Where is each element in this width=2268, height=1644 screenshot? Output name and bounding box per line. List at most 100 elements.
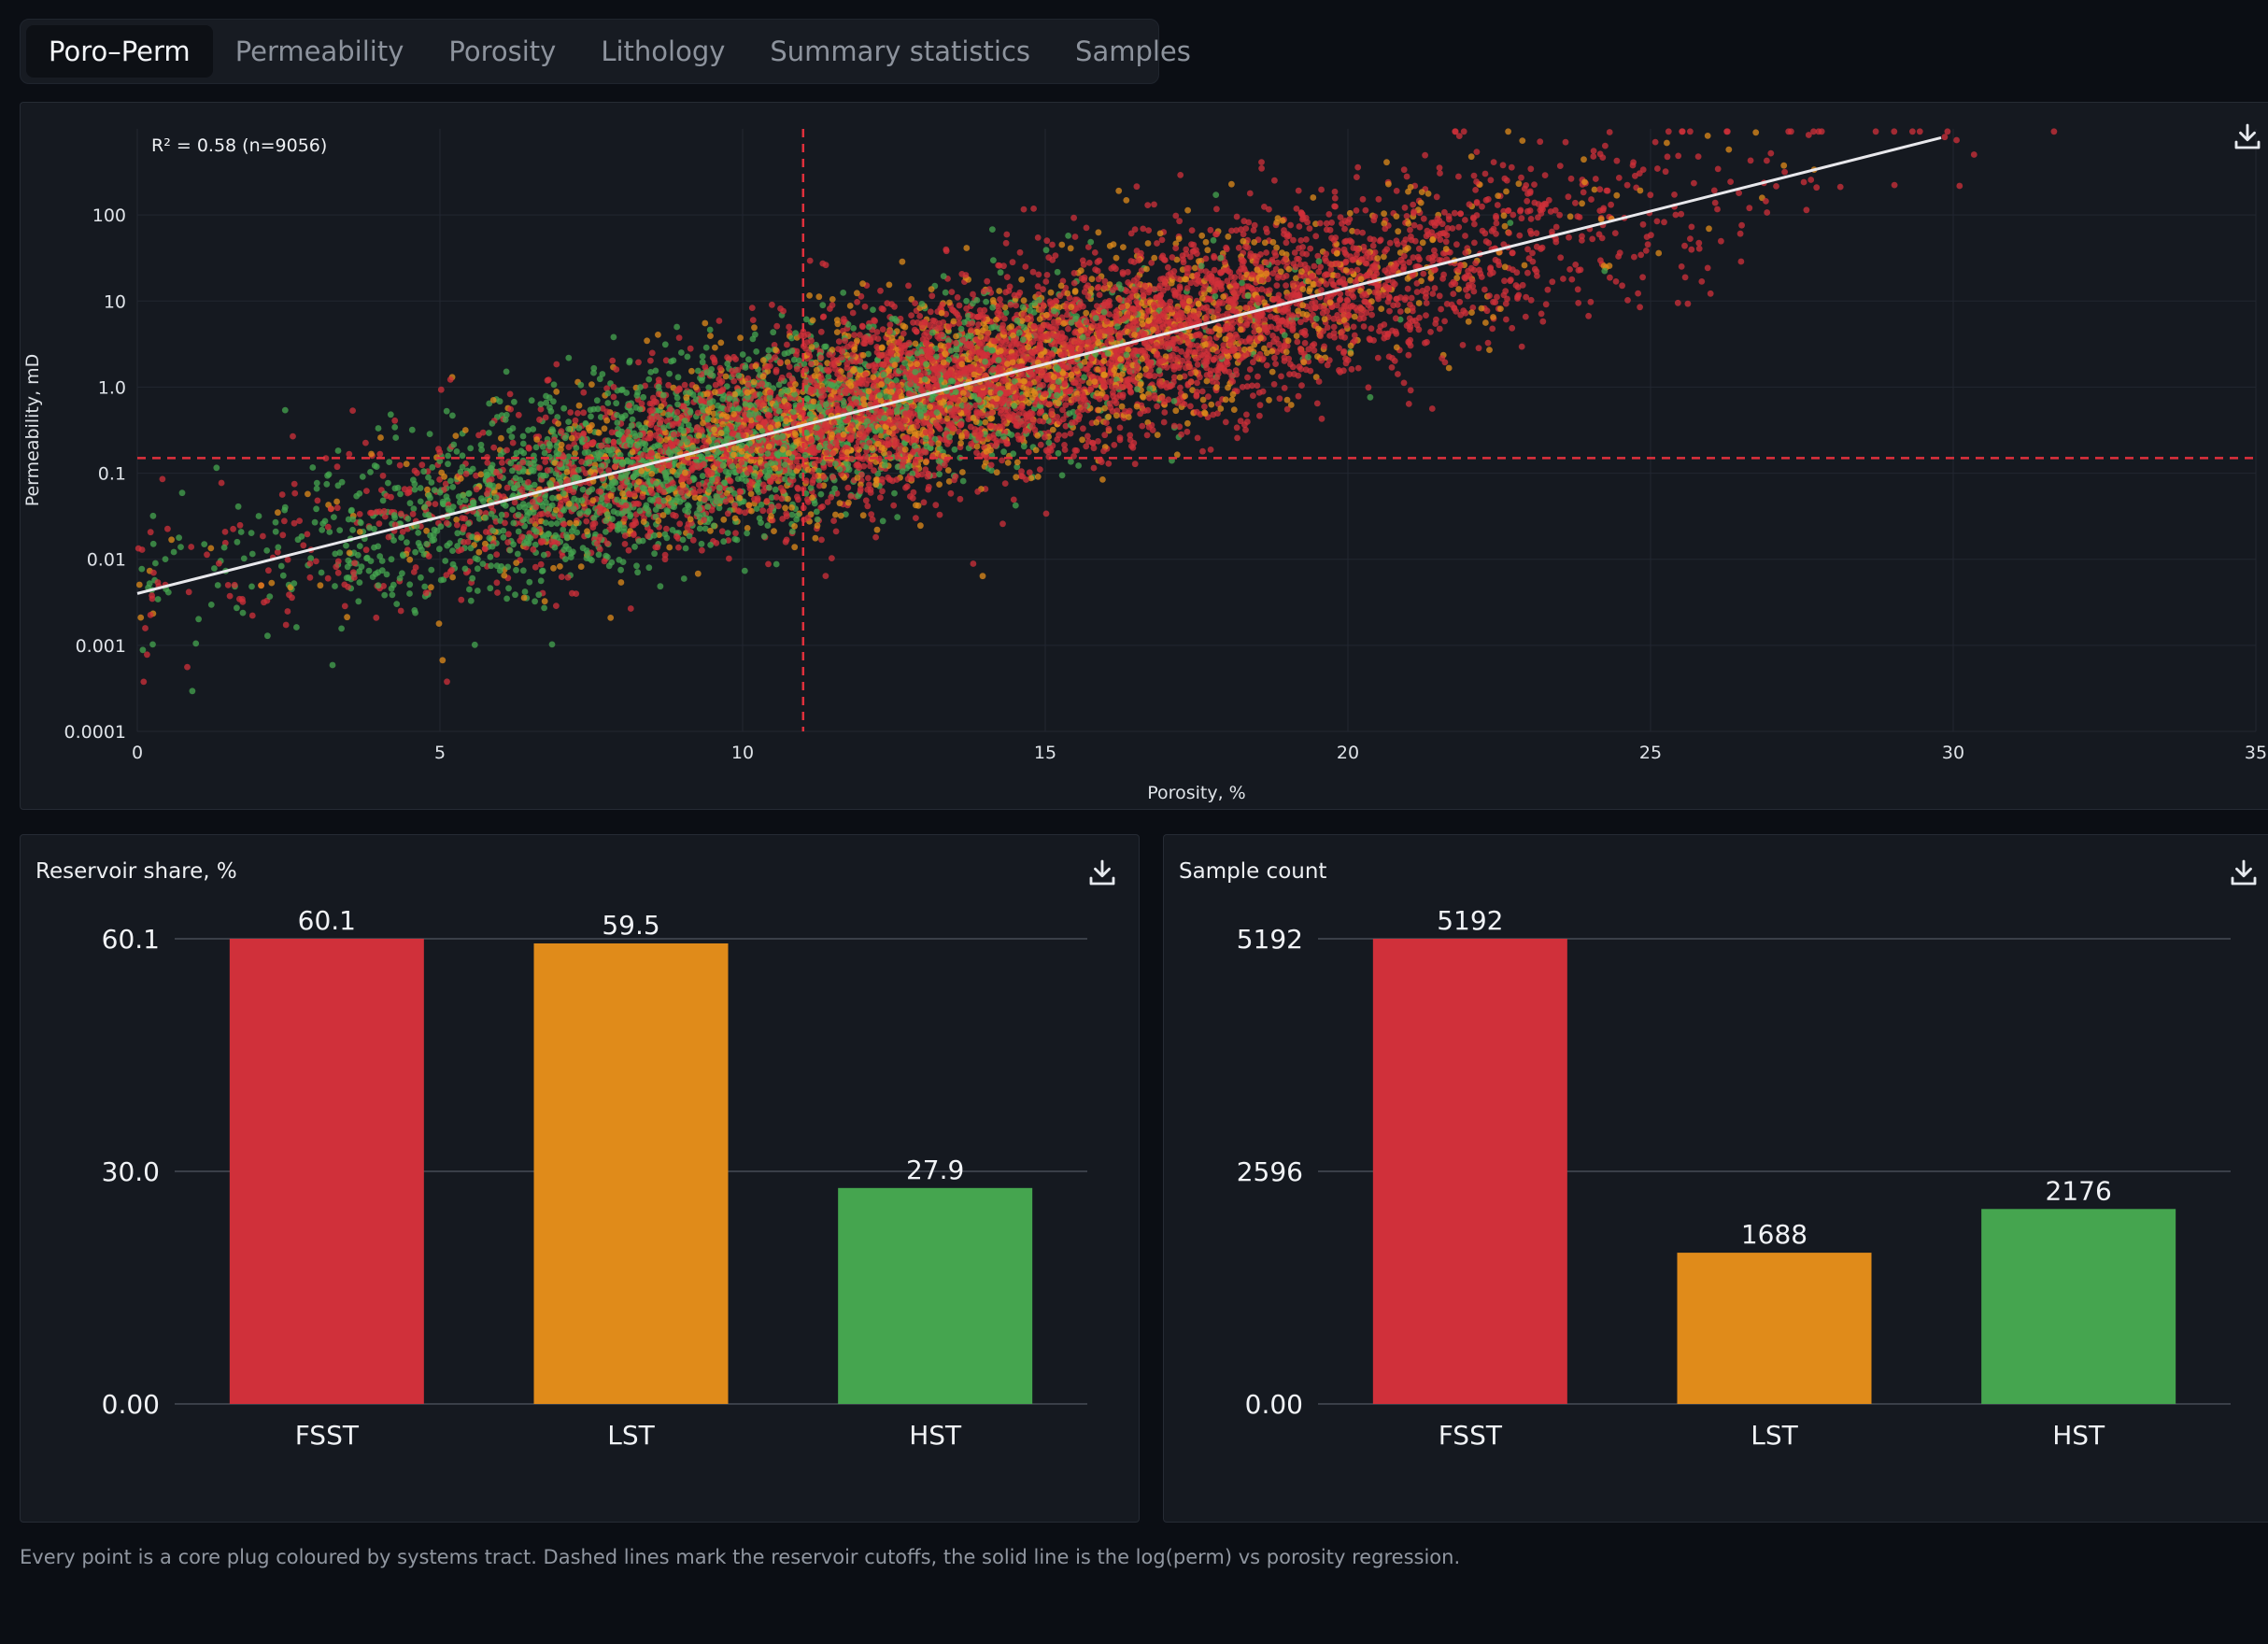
scatter-point-fsst [1067,430,1074,437]
scatter-point-hst [560,526,567,533]
scatter-point-fsst [525,445,532,452]
scatter-point-lst [1018,276,1025,283]
scatter-point-fsst [1303,236,1310,243]
scatter-point-fsst [1207,226,1214,234]
scatter-point-hst [214,582,221,588]
scatter-point-hst [514,550,521,558]
scatter-point-fsst [1415,326,1423,333]
scatter-point-hst [565,453,573,461]
scatter-point-hst [741,567,748,574]
scatter-point-fsst [864,503,872,510]
tab-permeability[interactable]: Permeability [234,35,404,67]
scatter-point-fsst [687,345,694,352]
scatter-point-fsst [948,289,956,295]
scatter-point-fsst [300,542,307,549]
scatter-point-fsst [716,318,723,324]
scatter-point-lst [1417,199,1425,206]
scatter-point-hst [562,556,569,562]
scatter-point-hst [332,583,338,589]
scatter-point-fsst [1427,329,1434,335]
scatter-point-hst [794,512,801,518]
scatter-point-fsst [1549,278,1556,286]
scatter-point-hst [942,289,949,296]
scatter-point-hst [594,405,602,413]
scatter-point-lst [1273,244,1280,251]
scatter-point-fsst [1810,128,1817,135]
scatter-point-fsst [1502,300,1510,307]
scatter-point-lst [575,402,583,409]
scatter-point-lst [1613,191,1621,199]
scatter-point-fsst [1440,271,1447,278]
scatter-point-lst [1566,213,1574,220]
scatter-point-hst [506,546,514,554]
tab-samples[interactable]: Samples [1075,35,1191,67]
scatter-point-fsst [1483,307,1491,315]
scatter-point-fsst [1359,229,1366,236]
scatter-point-hst [453,448,461,455]
scatter-point-fsst [818,395,825,402]
scatter-point-fsst [1133,183,1141,191]
scatter-point-fsst [1508,276,1514,283]
scatter-point-hst [513,566,519,574]
scatter-point-fsst [1048,410,1055,418]
scatter-point-fsst [1194,379,1200,387]
scatter-point-fsst [1575,300,1582,306]
scatter-point-fsst [1354,163,1362,171]
scatter-point-fsst [265,567,272,574]
scatter-point-fsst [1410,221,1418,229]
scatter-point-fsst [1281,385,1288,391]
tab-summary-statistics[interactable]: Summary statistics [770,35,1031,67]
scatter-point-fsst [1317,263,1325,271]
scatter-point-fsst [184,663,191,671]
tab-poro-perm[interactable]: Poro–Perm [26,25,213,78]
scatter-point-hst [207,602,215,608]
tab-porosity[interactable]: Porosity [448,35,557,67]
scatter-point-fsst [1380,291,1386,299]
scatter-point-fsst [854,299,860,305]
scatter-point-fsst [1687,235,1694,242]
scatter-point-hst [311,518,319,526]
scatter-point-fsst [1034,234,1042,241]
x-tick-label: 15 [1034,743,1056,763]
scatter-point-fsst [1274,259,1282,266]
tab-lithology[interactable]: Lithology [601,35,726,67]
scatter-point-fsst [1350,293,1357,301]
scatter-point-hst [604,400,612,406]
scatter-point-fsst [574,410,581,417]
scatter-point-fsst [903,483,911,490]
scatter-point-fsst [1891,128,1898,135]
scatter-point-fsst [1433,193,1440,201]
scatter-point-lst [771,528,777,534]
poro-perm-scatter-panel: 0 5 10 15 20 25 30 35 0.0001 0.001 0.01 0.1 1.0 10 100… [20,102,2268,810]
scatter-point-fsst [1481,170,1489,177]
scatter-point-fsst [1684,300,1692,307]
scatter-point-fsst [1428,405,1436,412]
scatter-point-fsst [759,507,767,515]
scatter-point-hst [626,359,633,366]
scatter-point-hst [211,565,218,572]
scatter-point-lst [982,418,989,426]
scatter-point-fsst [1137,410,1144,418]
scatter-point-fsst [1527,296,1535,304]
scatter-point-lst [722,373,730,380]
scatter-point-fsst [1602,142,1609,149]
scatter-point-fsst [1161,257,1169,263]
scatter-point-fsst [1127,258,1135,264]
scatter-point-hst [617,566,624,574]
scatter-point-fsst [1516,232,1524,239]
scatter-point-fsst [773,322,781,330]
scatter-point-hst [547,520,555,528]
scatter-point-hst [428,566,435,574]
scatter-point-fsst [532,563,539,571]
scatter-point-lst [449,574,456,581]
scatter-point-fsst [1566,234,1572,241]
scatter-point-fsst [1442,238,1450,246]
scatter-point-fsst [849,309,857,317]
scatter-point-fsst [999,457,1005,464]
scatter-point-lst [1704,133,1711,139]
scatter-point-fsst [2050,128,2058,135]
scatter-point-fsst [1256,402,1264,409]
scatter-point-fsst [857,332,863,338]
scatter-point-lst [346,549,353,557]
scatter-point-fsst [1095,438,1101,445]
